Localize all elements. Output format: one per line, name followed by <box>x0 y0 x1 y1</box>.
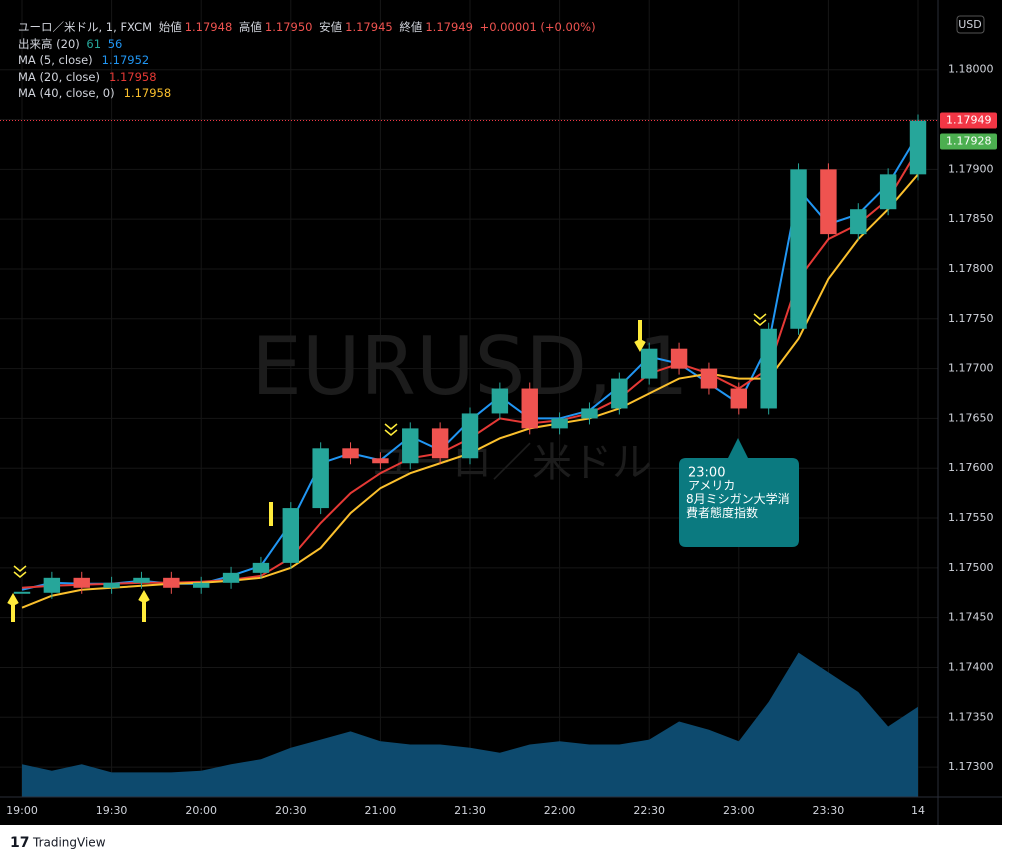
legend-value: 1.17952 <box>101 53 150 67</box>
ohlc-label: 安値 <box>319 20 343 34</box>
x-tick-label: 19:30 <box>96 804 128 817</box>
symbol[interactable]: ユーロ／米ドル, 1, FXCM <box>18 20 153 34</box>
candle <box>252 562 270 573</box>
candle <box>551 418 568 429</box>
x-tick-label: 22:30 <box>633 804 665 817</box>
candle <box>640 348 658 379</box>
ohlc-value: 1.17948 <box>184 20 233 34</box>
x-tick-label: 20:00 <box>185 804 217 817</box>
y-tick-label: 1.17700 <box>948 362 994 375</box>
candle <box>372 458 389 464</box>
candle <box>13 591 31 594</box>
candle <box>43 577 61 593</box>
candle <box>670 348 688 369</box>
x-tick-label: 20:30 <box>275 804 307 817</box>
change: +0.00001 (+0.00%) <box>479 20 596 34</box>
legend-value: 1.17958 <box>123 86 172 100</box>
y-tick-label: 1.17550 <box>948 511 994 524</box>
event-country: アメリカ <box>688 479 735 493</box>
ohlc-label: 始値 <box>158 20 182 34</box>
candle <box>730 388 748 409</box>
legend: ユーロ／米ドル, 1, FXCM 始値 1.17948 高値 1.17950 安値 1… <box>18 19 599 102</box>
price-label: 1.17949 <box>946 114 992 127</box>
candle <box>879 174 897 210</box>
y-tick-label: 1.18000 <box>948 63 994 76</box>
candle <box>700 368 718 389</box>
x-tick-label: 21:30 <box>454 804 486 817</box>
candle <box>611 378 628 409</box>
ohlc-value: 1.17949 <box>425 20 473 34</box>
legend-value: 1.17958 <box>108 69 157 84</box>
candle <box>282 508 300 563</box>
candle <box>222 572 240 583</box>
y-tick-label: 1.17800 <box>948 262 994 275</box>
ohlc-label: 高値 <box>238 20 262 34</box>
candle <box>461 413 479 459</box>
x-tick-label: 23:30 <box>813 804 845 817</box>
candle <box>192 582 210 588</box>
legend-row: MA (20, close) 1.17958 <box>18 69 599 86</box>
x-tick-label: 22:00 <box>544 804 576 817</box>
y-tick-label: 1.17450 <box>948 611 994 624</box>
candle <box>312 448 329 509</box>
candle <box>909 120 927 175</box>
legend-row: MA (5, close) 1.17952 <box>18 52 599 69</box>
candle <box>790 169 807 329</box>
y-tick-label: 1.17900 <box>948 162 994 175</box>
logo-mark: 17 <box>10 835 29 851</box>
event-time: 23:00 <box>688 466 725 481</box>
candle <box>521 388 538 429</box>
candle <box>133 577 150 583</box>
legend-row: MA (40, close, 0) 1.17958 <box>18 85 599 102</box>
x-tick-label: 23:00 <box>723 804 755 817</box>
candle <box>73 577 90 588</box>
x-tick-label: 14 <box>911 804 925 817</box>
y-tick-label: 1.17850 <box>948 212 994 225</box>
candle <box>581 408 598 419</box>
price-label: 1.17928 <box>946 134 992 147</box>
candle <box>491 388 509 414</box>
y-tick-label: 1.17350 <box>948 710 994 723</box>
legend-name[interactable]: MA (20, close) <box>18 69 100 84</box>
price-badge <box>940 133 997 150</box>
candle <box>163 577 180 588</box>
y-tick-label: 1.17300 <box>948 760 994 773</box>
y-tick-label: 1.17750 <box>948 312 994 325</box>
candle <box>402 428 419 464</box>
candle <box>342 448 359 459</box>
event-title: 8月ミシガン大学消費者態度指数 <box>686 492 790 520</box>
legend-name[interactable]: MA (40, close, 0) <box>18 86 115 100</box>
x-tick-label: 21:00 <box>365 804 397 817</box>
y-tick-label: 1.17600 <box>948 461 994 474</box>
y-tick-label: 1.17400 <box>948 660 994 673</box>
event-title-box: 8月ミシガン大学消費者態度指数 <box>686 492 790 520</box>
watermark-name: ユーロ／米ドル <box>372 440 652 486</box>
price-badge <box>940 112 997 129</box>
y-tick-label: 1.17500 <box>948 561 994 574</box>
legend-name[interactable]: MA (5, close) <box>18 53 93 67</box>
ohlc-value: 1.17950 <box>264 20 313 34</box>
indicator-name[interactable]: 出来高 (20) <box>18 36 80 51</box>
y-tick-label: 1.17650 <box>948 411 994 424</box>
candle <box>850 209 867 235</box>
candle <box>431 428 449 459</box>
ohlc-label: 終値 <box>399 20 423 34</box>
signal-arrows <box>7 313 767 622</box>
indicator-value: 56 <box>107 36 123 51</box>
candle <box>103 582 120 588</box>
volume-area <box>22 652 918 797</box>
x-tick-label: 19:00 <box>6 804 38 817</box>
brand[interactable]: TradingView <box>32 836 106 850</box>
event-tooltip <box>679 438 799 547</box>
currency[interactable]: USD <box>958 18 982 31</box>
currency-badge[interactable] <box>956 15 985 34</box>
ohlc-value: 1.17945 <box>345 20 393 34</box>
indicator-value: 61 <box>86 36 102 51</box>
candle <box>760 328 777 409</box>
candle <box>820 169 837 235</box>
